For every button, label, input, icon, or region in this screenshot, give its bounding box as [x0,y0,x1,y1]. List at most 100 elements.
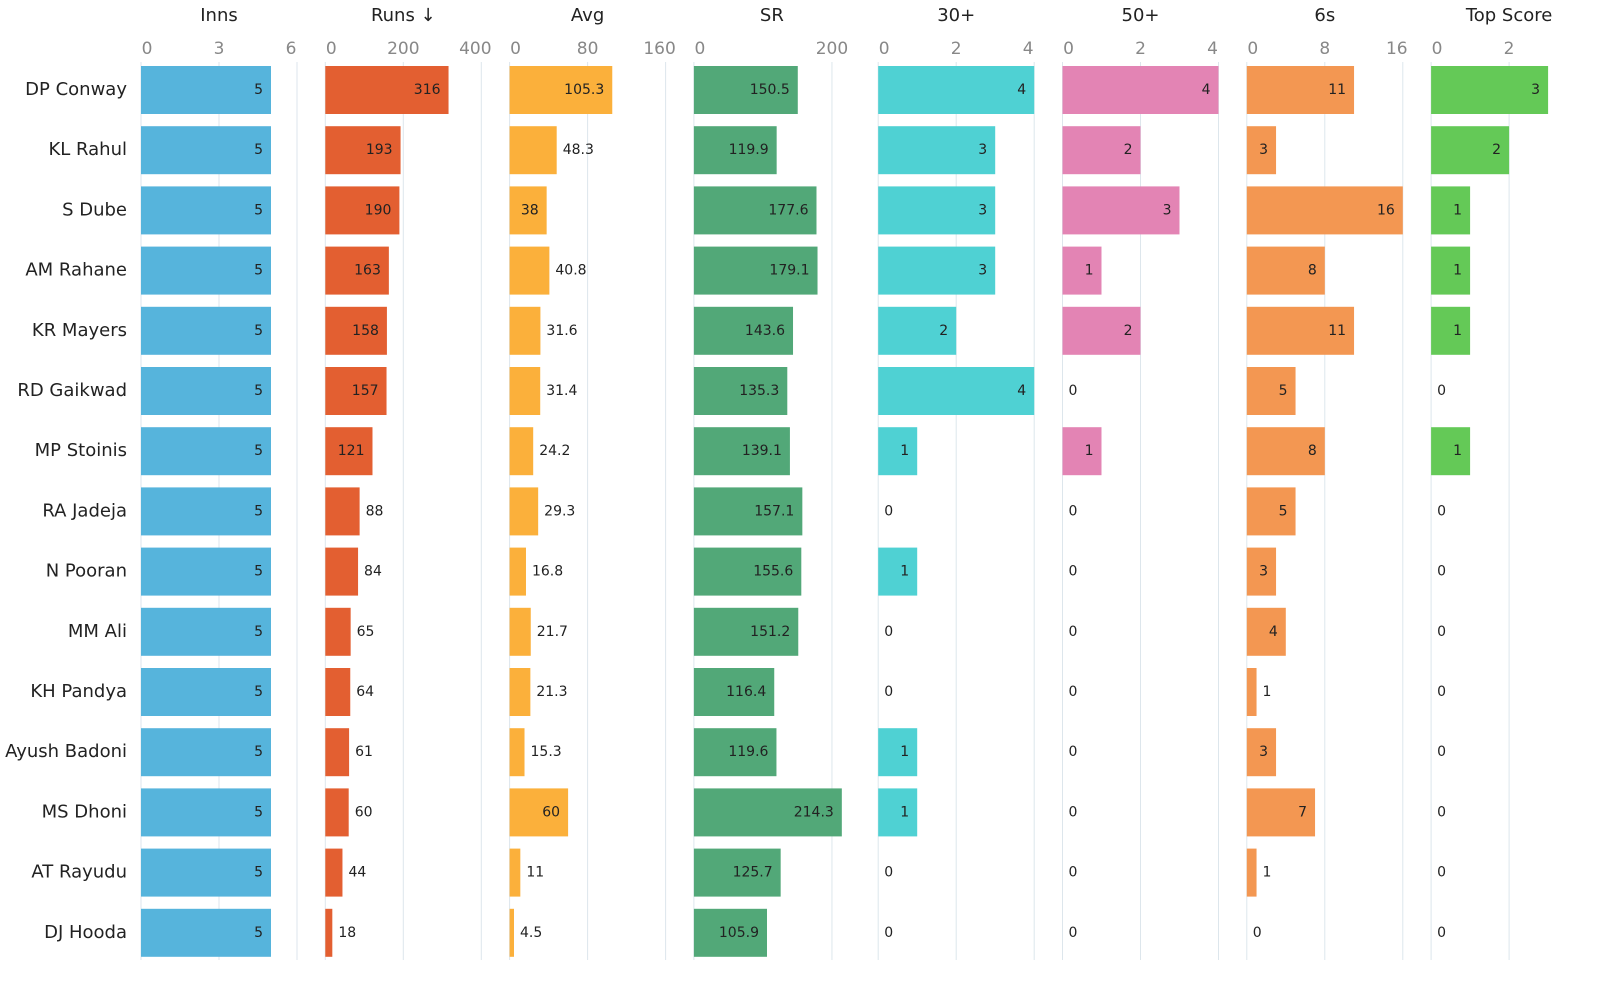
bar [1431,186,1471,235]
x-tick-label: 0 [694,39,705,59]
panel-title: 6s [1314,5,1335,26]
bar [693,848,781,897]
bar [141,848,271,897]
value-label: 1 [1453,443,1462,459]
row-label: DJ Hooda [44,922,127,943]
value-label: 155.6 [753,564,793,580]
value-label: 3 [1531,82,1540,98]
value-label: 61 [355,744,373,760]
bar [141,788,271,837]
value-label: 84 [364,564,382,580]
bar [693,66,798,114]
x-tick-label: 80 [577,39,599,59]
value-label: 1 [900,443,909,459]
value-label: 179.1 [769,263,809,279]
x-tick-label: 0 [326,39,337,59]
bar [1246,66,1355,114]
bar [1246,788,1316,837]
bar [1246,547,1277,596]
value-label: 193 [366,142,393,158]
value-label: 1 [1453,263,1462,279]
value-label: 0 [1069,564,1078,580]
bar [1246,668,1257,716]
value-label: 5 [254,443,263,459]
value-label: 1 [1085,263,1094,279]
value-label: 1 [1453,202,1462,218]
bar [878,788,918,837]
value-label: 5 [254,865,263,881]
value-label: 0 [884,865,893,881]
bar [878,306,957,355]
bar [509,728,525,777]
bar [878,246,996,295]
value-label: 15.3 [531,744,562,760]
bar [693,668,775,716]
bar [325,186,400,235]
value-label: 44 [348,865,366,881]
value-label: 3 [1259,142,1268,158]
bar [325,126,401,175]
bar [509,66,613,114]
value-label: 0 [1069,865,1078,881]
bar [509,607,531,656]
value-label: 1 [1263,865,1272,881]
x-tick-label: 2 [1504,39,1515,59]
bar [693,367,788,415]
value-label: 157.1 [754,503,794,519]
x-tick-label: 3 [214,39,225,59]
value-label: 48.3 [563,142,594,158]
value-label: 0 [1069,925,1078,941]
bar [693,126,777,175]
x-tick-label: 0 [1247,39,1258,59]
bar [1062,306,1141,355]
value-label: 5 [254,503,263,519]
value-label: 21.7 [537,624,568,640]
value-label: 60 [542,804,560,820]
row-label: KH Pandya [30,681,127,702]
row-label: AT Rayudu [31,862,127,883]
value-label: 0 [1437,804,1446,820]
bar [325,306,387,355]
value-label: 16.8 [532,564,563,580]
value-label: 60 [355,804,373,820]
bar [878,186,996,235]
panel-title: Inns [200,5,238,26]
value-label: 316 [414,82,441,98]
panel-title: Runs ↓ [371,5,436,26]
bar [141,306,271,355]
value-label: 0 [1069,503,1078,519]
x-tick-label: 0 [510,39,521,59]
bar [141,668,271,716]
panel-title: 30+ [937,5,975,26]
bar [325,788,349,837]
bar [1246,728,1277,777]
value-label: 3 [978,202,987,218]
value-label: 0 [884,925,893,941]
value-label: 119.9 [729,142,769,158]
bar [693,788,842,837]
value-label: 163 [354,263,381,279]
value-label: 40.8 [555,263,586,279]
value-label: 4 [1269,624,1278,640]
bar [141,367,271,415]
bar [693,186,817,235]
row-label: RA Jadeja [42,500,127,521]
value-label: 2 [1492,142,1501,158]
row-label: S Dube [62,199,127,220]
value-label: 31.6 [546,323,577,339]
value-label: 3 [978,263,987,279]
bar [141,186,271,235]
x-tick-label: 400 [459,39,491,59]
x-tick-label: 6 [286,39,297,59]
value-label: 4.5 [520,925,542,941]
row-label: AM Rahane [25,260,127,281]
value-label: 3 [1259,564,1268,580]
bar [1246,427,1325,476]
bar [509,306,541,355]
value-label: 4 [1017,82,1026,98]
bar [1062,246,1102,295]
bar [509,487,539,536]
value-label: 0 [1437,684,1446,700]
bar [141,607,271,656]
row-label: DP Conway [25,79,127,100]
